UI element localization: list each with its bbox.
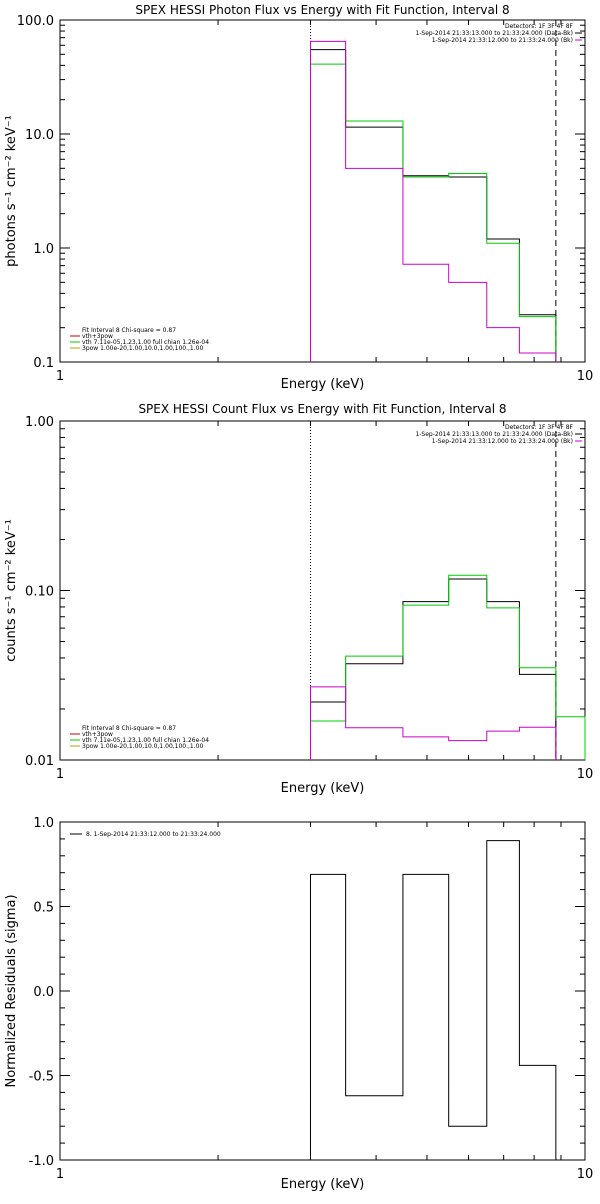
y-tick-label: 100.0 (17, 14, 54, 29)
panel-3: 1 10 Energy (keV) -1.0 -0.5 0.0 0.5 1.0 Normaliz… (4, 816, 593, 1192)
chart-title: SPEX HESSI Photon Flux vs Energy with Fi… (135, 3, 509, 17)
x-tick-label: 1 (56, 369, 64, 384)
series-line-1 (309, 578, 557, 760)
legend-right-text: Detectors: 1F 3F 4F 8F (505, 424, 574, 431)
y-tick-label: -1.0 (29, 1154, 54, 1169)
x-tick-label: 1 (56, 767, 64, 782)
y-tick-label: 1.0 (33, 242, 54, 257)
legend-left-text: 3pow 1.00e-20,1.00,10.0,1.00,100.,1.00 (82, 743, 203, 750)
legend-right: Detectors: 1F 3F 4F 8F1-Sep-2014 21:33:1… (415, 23, 582, 44)
x-minor-ticks (217, 20, 562, 362)
x-tick-label: 10 (577, 369, 594, 384)
y-tick-label: 0.10 (25, 585, 54, 600)
y-minor-ticks (60, 428, 585, 710)
legend-right-text: 1-Sep-2014 21:33:12.000 to 21:33:24.000 … (432, 438, 573, 445)
series-group (309, 574, 586, 760)
legend-left-text: Fit Interval 8 Chi-square = 0.87 (82, 725, 176, 732)
y-tick-label: 0.1 (33, 356, 54, 371)
series-line-1 (309, 840, 557, 1160)
legend-left-top: 8. 1-Sep-2014 21:33:12.000 to 21:33:24.0… (70, 831, 221, 838)
y-tick-label: 0.01 (25, 754, 54, 769)
panel-2: SPEX HESSI Count Flux vs Energy with Fit… (4, 402, 593, 796)
panel-1: SPEX HESSI Photon Flux vs Energy with Fi… (4, 3, 593, 392)
legend-right-text: Detectors: 1F 3F 4F 8F (505, 23, 574, 30)
y-minor-ticks (60, 24, 585, 329)
y-tick-label: 1.0 (33, 816, 54, 831)
y-tick-label: 10.0 (25, 128, 54, 143)
y-axis-label: counts s⁻¹ cm⁻² keV⁻¹ (4, 519, 19, 662)
legend-right: Detectors: 1F 3F 4F 8F1-Sep-2014 21:33:1… (415, 424, 582, 445)
x-tick-label: 10 (577, 767, 594, 782)
series-line-2 (309, 574, 586, 760)
x-axis-label: Energy (keV) (281, 377, 365, 392)
y-tick-label: 0.0 (33, 985, 54, 1000)
series-group (309, 840, 557, 1160)
y-tick-label: 1.00 (25, 415, 54, 430)
legend-left-text: Fit Interval 8 Chi-square = 0.87 (82, 327, 176, 334)
x-axis-label: Energy (keV) (281, 781, 365, 796)
legend-left-top-text: 8. 1-Sep-2014 21:33:12.000 to 21:33:24.0… (86, 831, 221, 838)
x-axis-label: Energy (keV) (281, 1177, 365, 1192)
plot-frame (59, 821, 586, 1161)
series-group (309, 40, 557, 362)
chart-title: SPEX HESSI Count Flux vs Energy with Fit… (138, 402, 506, 416)
x-minor-ticks (217, 421, 562, 760)
series-line-3 (309, 40, 557, 362)
y-minor-ticks (60, 821, 585, 1161)
legend-right-text: 1-Sep-2014 21:33:12.000 to 21:33:24.000 … (432, 37, 573, 44)
series-line-3 (309, 686, 557, 760)
legend-left: Fit Interval 8 Chi-square = 0.87vth+3pow… (70, 725, 209, 750)
legend-left-text: vth+3pow (82, 333, 113, 340)
legend-left-text: vth+3pow (82, 731, 113, 738)
x-tick-label: 10 (577, 1167, 594, 1182)
x-tick-label: 1 (56, 1167, 64, 1182)
legend-left-text: vth 7.11e-05,1.23,1.00 full chian 1.26e-… (82, 339, 209, 346)
plot-frame (59, 19, 586, 363)
legend-left-text: 3pow 1.00e-20,1.00,10.0,1.00,100.,1.00 (82, 345, 203, 352)
series-line-2 (309, 63, 557, 362)
legend-left-text: vth 7.11e-05,1.23,1.00 full chian 1.26e-… (82, 737, 209, 744)
y-tick-label: -0.5 (29, 1070, 54, 1085)
legend-right-text: 1-Sep-2014 21:33:13.000 to 21:33:24.000 … (415, 431, 573, 438)
plot-frame (59, 420, 586, 761)
y-axis-label: Normalized Residuals (sigma) (4, 894, 19, 1087)
legend-right-text: 1-Sep-2014 21:33:13.000 to 21:33:24.000 … (415, 30, 573, 37)
legend-left: Fit Interval 8 Chi-square = 0.87vth+3pow… (70, 327, 209, 352)
y-tick-label: 0.5 (33, 901, 54, 916)
y-axis-label: photons s⁻¹ cm⁻² keV⁻¹ (4, 115, 19, 267)
x-minor-ticks (217, 822, 562, 1160)
